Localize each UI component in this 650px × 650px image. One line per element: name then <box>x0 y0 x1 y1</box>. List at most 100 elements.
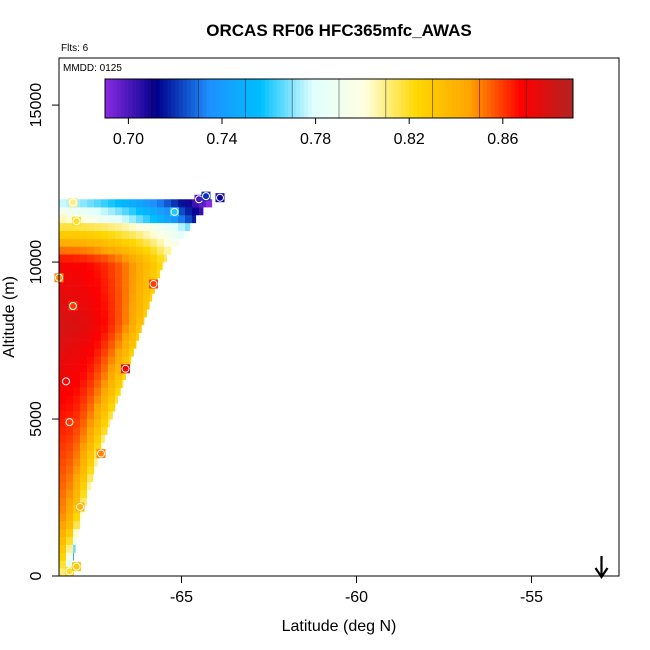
heatmap-cell <box>143 238 150 247</box>
heatmap-cell <box>143 254 150 263</box>
heatmap-cell <box>136 238 143 247</box>
heatmap-cell <box>94 395 101 404</box>
heatmap-cell <box>143 230 150 239</box>
colorbar-segment <box>417 79 422 118</box>
heatmap-cell <box>87 332 94 341</box>
heatmap-cell <box>150 207 157 216</box>
heatmap-cell <box>59 340 66 349</box>
heatmap-cell <box>87 340 94 349</box>
heatmap-cell <box>178 238 179 247</box>
heatmap-cell <box>87 317 94 326</box>
heatmap-cell <box>136 269 143 279</box>
heatmap-cell <box>80 269 87 279</box>
heatmap-cell <box>66 505 73 514</box>
heatmap-cell <box>108 269 115 279</box>
heatmap-cell <box>66 403 73 412</box>
heatmap-cell <box>129 230 136 239</box>
heatmap-cell <box>87 473 94 483</box>
heatmap-cell <box>59 497 66 506</box>
heatmap-cell <box>101 309 108 318</box>
heatmap-cell <box>73 497 80 506</box>
heatmap-cell <box>115 371 122 381</box>
heatmap-cell <box>136 301 143 310</box>
heatmap-cell <box>101 293 108 302</box>
colorbar-segment <box>179 79 184 118</box>
heatmap-cell <box>178 222 185 231</box>
heatmap-cell <box>108 379 115 388</box>
heatmap-cell <box>101 332 108 341</box>
heatmap-cell <box>122 340 129 349</box>
colorbar-segment <box>491 79 496 118</box>
colorbar-segment <box>249 79 254 118</box>
colorbar-segment <box>385 79 391 118</box>
heatmap-cell <box>101 403 108 412</box>
colorbar-segment <box>222 79 227 118</box>
x-tick-label: -65 <box>170 589 193 606</box>
heatmap-cell <box>101 207 108 216</box>
sample-point <box>216 193 224 202</box>
heatmap-cell <box>87 426 94 436</box>
sample-point <box>149 280 158 289</box>
colorbar-segment <box>459 79 465 118</box>
heatmap-cell <box>73 450 80 459</box>
heatmap-cell <box>171 246 173 255</box>
heatmap-cell <box>164 246 171 255</box>
heatmap-cell <box>101 246 108 255</box>
heatmap-cell <box>108 371 115 381</box>
colorbar-segment <box>370 79 375 118</box>
heatmap-cell <box>94 309 101 318</box>
heatmap-cell <box>59 222 66 231</box>
colorbar-segment <box>132 79 137 118</box>
heatmap-cell <box>94 230 101 239</box>
heatmap-cell <box>129 262 136 271</box>
sample-cell <box>96 449 106 459</box>
colorbar-segment <box>565 79 570 118</box>
heatmap-cell <box>59 419 66 428</box>
heatmap-cell <box>129 269 136 279</box>
heatmap-cell <box>87 262 94 271</box>
heatmap-cell <box>66 230 73 239</box>
colorbar-segment <box>553 79 558 118</box>
colorbar-segment <box>237 79 242 118</box>
colorbar-segment <box>245 79 250 118</box>
colorbar-segment <box>537 79 543 118</box>
heatmap-cell <box>87 301 94 310</box>
sample-point <box>69 198 77 207</box>
heatmap-cell <box>73 387 80 396</box>
colorbar-segment <box>144 79 149 118</box>
heatmap-cell <box>115 348 122 357</box>
heatmap-cell <box>66 481 73 490</box>
heatmap-cell <box>87 481 92 490</box>
colorbar-segment <box>257 79 262 118</box>
heatmap-cell <box>66 411 73 420</box>
heatmap-cell <box>101 301 108 310</box>
heatmap-cell <box>136 332 140 341</box>
heatmap-cell <box>108 246 115 255</box>
colorbar-tick-label: 0.70 <box>113 131 144 148</box>
heatmap-cell <box>129 317 136 326</box>
sample-cell <box>215 193 225 203</box>
heatmap-cell <box>94 356 101 365</box>
heatmap-cell <box>80 324 87 333</box>
colorbar-segment <box>140 79 145 118</box>
heatmap-cell <box>94 332 101 341</box>
heatmap-cell <box>73 458 80 467</box>
heatmap-cell <box>87 379 94 388</box>
heatmap-cell <box>150 293 153 302</box>
heatmap-cell <box>122 199 129 208</box>
heatmap-cell <box>101 371 108 381</box>
heatmap-cell <box>87 489 89 498</box>
heatmap-cell <box>94 207 101 216</box>
heatmap-cell <box>122 238 129 247</box>
colorbar-segment <box>210 79 215 118</box>
heatmap-cell <box>101 364 108 373</box>
heatmap-cell <box>80 450 87 459</box>
colorbar-segment <box>300 79 305 118</box>
colorbar-segment <box>311 79 316 118</box>
colorbar-segment <box>354 79 359 118</box>
heatmap-cell <box>157 238 164 247</box>
heatmap-cell <box>94 277 101 286</box>
heatmap-cell <box>129 324 136 333</box>
heatmap-cell <box>73 489 80 498</box>
heatmap-cell <box>59 301 66 310</box>
